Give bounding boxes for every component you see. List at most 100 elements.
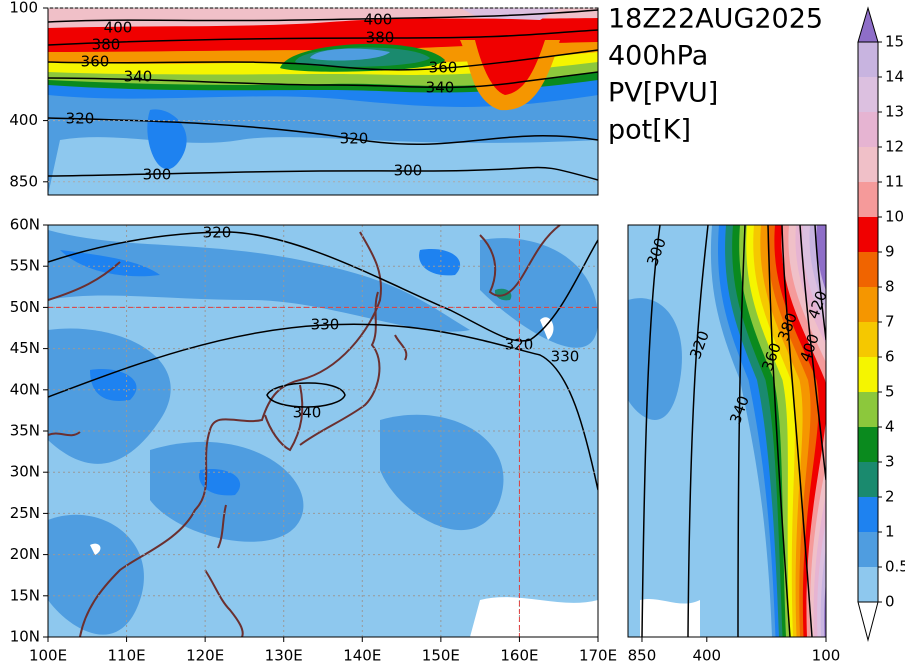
pv-fill <box>419 249 461 276</box>
y-tick-label: 40N <box>10 380 40 398</box>
contour-label: 400 <box>364 11 393 29</box>
contour-label: 320 <box>505 336 534 354</box>
x-tick-label: 150E <box>422 647 460 662</box>
y-tick-label: 30N <box>10 463 40 481</box>
y-tick-label: 35N <box>10 422 40 440</box>
coastline <box>394 334 408 361</box>
y-tick-label: 20N <box>10 545 40 563</box>
pv-fill <box>640 598 700 637</box>
x-tick-label: 120E <box>186 647 224 662</box>
colorbar-label: 11 <box>885 173 904 191</box>
contour-label: 340 <box>293 404 322 422</box>
theta-contour <box>48 9 598 23</box>
colorbar-label: 7 <box>885 313 895 331</box>
colorbar-label: 10 <box>885 208 904 226</box>
pv-fill <box>470 597 598 637</box>
contour-label: 300 <box>143 166 172 184</box>
contour-label: 320 <box>340 130 369 148</box>
y-tick-label: 850 <box>9 172 38 190</box>
coastline <box>204 569 244 637</box>
theta-contour <box>48 71 598 89</box>
theta-contour <box>48 231 598 342</box>
colorbar-label: 8 <box>885 278 895 296</box>
pv-fill <box>628 298 682 420</box>
colorbar-box <box>858 217 878 252</box>
pv-fill <box>48 137 598 195</box>
x-tick-label: 140E <box>343 647 381 662</box>
contour-label: 380 <box>366 29 395 47</box>
theta-contour <box>641 225 661 637</box>
coastline <box>479 225 561 297</box>
x-tick-label: 400 <box>692 647 721 662</box>
contour-label: 360 <box>81 53 110 71</box>
title-line: pot[K] <box>608 115 691 146</box>
contour-label: 300 <box>394 162 423 180</box>
colorbar-label: 5 <box>885 383 895 401</box>
theta-contour <box>48 166 598 181</box>
contour-label: 340 <box>426 79 455 97</box>
pv-fill <box>380 414 504 531</box>
colorbar-label: 1 <box>885 523 895 541</box>
colorbar-label: 3 <box>885 453 895 471</box>
colorbar-box <box>858 77 878 112</box>
map-panel: 320 320 330 330 340 <box>48 225 598 637</box>
pv-fill <box>48 514 144 635</box>
pv-fill <box>90 543 101 555</box>
pv-fill <box>460 8 560 20</box>
colorbar-label: 0 <box>885 593 895 611</box>
theta-contour <box>48 49 598 71</box>
pv-fill <box>48 230 470 332</box>
map-frame <box>47 224 599 638</box>
theta-contour <box>737 225 746 637</box>
pv-fill <box>795 225 826 637</box>
colorbar-box <box>858 287 878 322</box>
pv-fill <box>816 225 826 637</box>
colorbar-label: 12 <box>885 138 904 156</box>
y-tick-label: 45N <box>10 339 40 357</box>
coastline <box>299 291 381 446</box>
colorbar-label: 15 <box>885 33 904 51</box>
theta-contour <box>781 225 813 637</box>
contour-label: 360 <box>429 59 458 77</box>
theta-contour <box>48 117 598 146</box>
colorbar-box <box>858 497 878 532</box>
title-line: 400hPa <box>608 41 708 72</box>
coastline <box>48 431 81 437</box>
y-tick-label: 15N <box>10 586 40 604</box>
x-tick-label: 850 <box>628 647 657 662</box>
x-tick-label: 100 <box>812 647 841 662</box>
pv-fill <box>788 225 826 637</box>
colorbar-box <box>858 42 878 77</box>
title-line: PV[PVU] <box>608 78 718 109</box>
theta-contour <box>48 323 598 491</box>
colorbar-box <box>858 462 878 497</box>
theta-contour <box>687 225 709 637</box>
colorbar-label: 6 <box>885 348 895 366</box>
theta-contour <box>266 382 346 408</box>
pv-fill <box>480 238 598 348</box>
y-tick-label: 25N <box>10 504 40 522</box>
colorbar-box <box>858 322 878 357</box>
colorbar-extend-high <box>857 6 879 43</box>
colorbar-label: 0.5 <box>885 558 905 576</box>
colorbar-box <box>858 532 878 567</box>
x-tick-label: 100E <box>29 647 67 662</box>
y-tick-label: 100 <box>9 0 38 17</box>
colorbar-extend-low <box>857 601 879 642</box>
x-tick-label: 170E <box>579 647 617 662</box>
y-tick-label: 10N <box>10 628 40 646</box>
colorbar-box <box>858 182 878 217</box>
colorbar-label: 14 <box>885 68 904 86</box>
contour-label: 320 <box>66 110 95 128</box>
coastline <box>217 504 227 549</box>
pv-fill <box>48 8 598 28</box>
colorbar-box <box>858 112 878 147</box>
axes: 100 400 850 100E 110E 120E 130E 140E 150E 160E 170… <box>9 0 840 662</box>
contour-label: 340 <box>124 68 153 86</box>
x-tick-label: 110E <box>108 647 146 662</box>
colorbar-box <box>858 252 878 287</box>
pv-fill <box>60 250 160 277</box>
contour-label: 400 <box>104 19 133 37</box>
